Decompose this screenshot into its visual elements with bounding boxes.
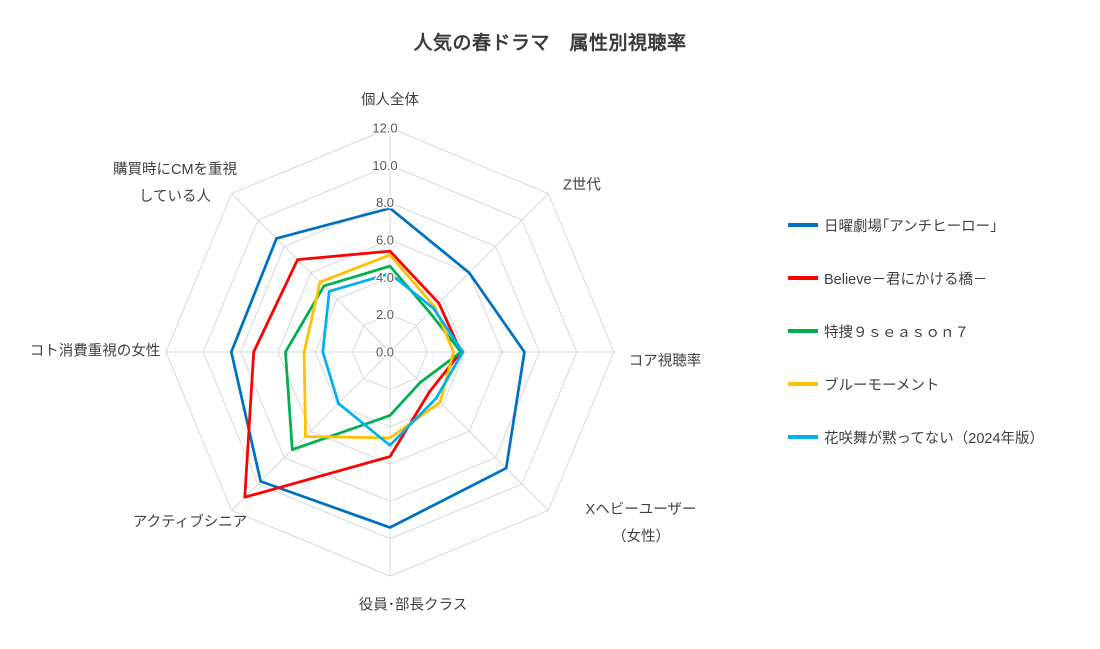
tick-label: 10.0 [372, 158, 397, 173]
legend: 日曜劇場｢アンチヒーロー｣ Believe－君にかける橋－ 特捜９ｓｅａｓｏｎ７… [788, 213, 1044, 478]
axis-label-yakuin-bucho: 役員･部長クラス [358, 597, 468, 614]
legend-label: 花咲舞が黙ってない（2024年版） [824, 430, 1045, 447]
axis-label-core-shichoritsu: コア視聴率 [628, 353, 702, 370]
grid-spoke [231, 193, 391, 353]
radar-series-0 [229, 206, 526, 529]
legend-item-hanasaki-mai: 花咲舞が黙ってない（2024年版） [788, 425, 1044, 449]
tick-label: 2.0 [376, 307, 394, 322]
legend-label: Believe－君にかける橋－ [824, 271, 988, 288]
grid-spoke [389, 351, 549, 511]
tick-label: 8.0 [376, 195, 394, 210]
axis-label-kojin-zentai: 個人全体 [361, 92, 419, 109]
tick-label: 6.0 [376, 232, 394, 247]
legend-item-believe: Believe－君にかける橋－ [788, 266, 1044, 290]
legend-line-swatch [788, 435, 818, 439]
axis-label-koto-shohi-josei: コト消費重視の女性 [29, 343, 161, 360]
legend-line-swatch [788, 276, 818, 280]
axis-label-x-heavy-user-josei: Xヘビーユーザー （女性） [585, 502, 697, 545]
radar-series-4 [321, 272, 465, 447]
radar-series-2 [284, 264, 463, 452]
tick-label: 0.0 [376, 345, 394, 360]
chart-title: 人気の春ドラマ 属性別視聴率 [413, 33, 687, 54]
legend-label: 日曜劇場｢アンチヒーロー｣ [824, 218, 998, 235]
tick-label: 4.0 [376, 270, 394, 285]
axis-label-active-senior: アクティブシニア [132, 514, 248, 531]
legend-line-swatch [788, 329, 818, 333]
legend-line-swatch [788, 382, 818, 386]
radar-series-1 [243, 249, 463, 499]
tick-label: 12.0 [372, 120, 397, 135]
legend-item-anti-hero: 日曜劇場｢アンチヒーロー｣ [788, 213, 1044, 237]
legend-label: ブルーモーメント [824, 377, 940, 394]
axis-label-z-sedai: Z世代 [563, 177, 601, 194]
legend-item-tokuso9: 特捜９ｓｅａｓｏｎ７ [788, 319, 1044, 343]
legend-line-swatch [788, 223, 818, 227]
axis-label-cm-jushi: 購買時にCMを重視 している人 [112, 162, 238, 205]
legend-item-blue-moment: ブルーモーメント [788, 372, 1044, 396]
legend-label: 特捜９ｓｅａｓｏｎ７ [824, 324, 969, 341]
grid-spoke [231, 351, 391, 511]
